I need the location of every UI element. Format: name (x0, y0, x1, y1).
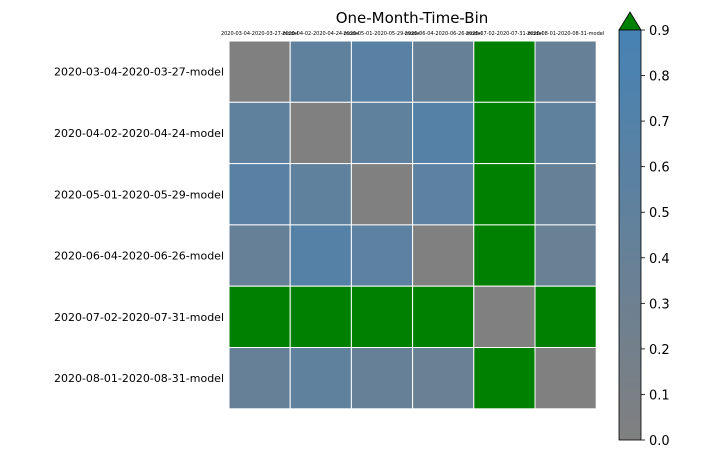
colorbar-ticks: 0.0 0.1 0.2 0.3 0.4 0.5 0.6 0.7 0.8 0.9 (641, 24, 670, 449)
heatmap-cell (473, 224, 536, 287)
heatmap-cell (412, 101, 475, 165)
chart-title: One-Month-Time-Bin (336, 9, 489, 27)
heatmap-cell (350, 224, 414, 287)
y-tick-labels: 2020-03-04-2020-03-27-model 2020-04-02-20… (54, 66, 224, 385)
heatmap-cell (473, 347, 536, 410)
y-tick-label: 2020-06-04-2020-06-26-model (54, 250, 224, 263)
heatmap-cell (289, 347, 352, 410)
heatmap-cell (534, 224, 597, 287)
colorbar-tick-label: 0.2 (649, 343, 670, 358)
heatmap-cell (289, 163, 352, 226)
heatmap-cell (412, 347, 475, 410)
colorbar-tick-label: 0.7 (649, 115, 670, 130)
heatmap-cell (473, 101, 536, 165)
x-tick-labels: 2020-03-04-2020-03-27-model2020-04-02-20… (221, 31, 604, 37)
colorbar-tick-label: 0.1 (649, 388, 670, 403)
heatmap-cells (228, 40, 597, 410)
heatmap-cell (289, 40, 352, 103)
heatmap-cell (534, 40, 597, 103)
heatmap-cell (228, 285, 291, 349)
x-tick-label: 2020-04-02-2020-04-24-model (282, 31, 359, 37)
heatmap-cell (412, 163, 475, 226)
heatmap-cell (350, 163, 414, 226)
colorbar-tick-label: 0.6 (649, 161, 670, 176)
heatmap-cell (534, 285, 597, 349)
y-tick-label: 2020-07-02-2020-07-31-model (54, 311, 224, 324)
heatmap-cell (350, 101, 414, 165)
heatmap-cell (534, 101, 597, 165)
heatmap-cell (473, 285, 536, 349)
heatmap-cell (350, 285, 414, 349)
heatmap-cell (289, 224, 352, 287)
y-tick-label: 2020-03-04-2020-03-27-model (54, 66, 224, 79)
colorbar: 0.0 0.1 0.2 0.3 0.4 0.5 0.6 0.7 0.8 0.9 (618, 11, 670, 449)
heatmap-cell (289, 101, 352, 165)
x-tick-label: 2020-03-04-2020-03-27-model (221, 31, 298, 37)
x-tick-label: 2020-08-01-2020-08-31-model (527, 31, 604, 37)
heatmap-cell (473, 40, 536, 103)
x-tick-label: 2020-06-04-2020-06-26-model (405, 31, 482, 37)
x-tick-label: 2020-07-02-2020-07-31-model (466, 31, 543, 37)
y-tick-label: 2020-04-02-2020-04-24-model (54, 127, 224, 140)
heatmap-cell (228, 101, 291, 165)
heatmap-cell (412, 40, 475, 103)
heatmap-cell (228, 40, 291, 103)
heatmap-cell (228, 224, 291, 287)
x-tick-label: 2020-05-01-2020-05-29-model (343, 31, 420, 37)
y-tick-label: 2020-05-01-2020-05-29-model (54, 188, 224, 201)
heatmap-cell (228, 347, 291, 410)
colorbar-tick-label: 0.4 (649, 252, 670, 267)
heatmap-cell (350, 347, 414, 410)
heatmap-cell (289, 285, 352, 349)
heatmap-cell (350, 40, 414, 103)
colorbar-gradient (618, 29, 642, 441)
colorbar-tick-label: 0.3 (649, 297, 670, 312)
y-tick-label: 2020-08-01-2020-08-31-model (54, 372, 224, 385)
heatmap-cell (473, 163, 536, 226)
heatmap-cell (534, 347, 597, 410)
heatmap-cell (412, 285, 475, 349)
colorbar-tick-label: 0.5 (649, 206, 670, 221)
heatmap-cell (412, 224, 475, 287)
colorbar-tick-label: 0.0 (649, 434, 670, 449)
colorbar-tick-label: 0.8 (649, 70, 670, 85)
heatmap-cell (228, 163, 291, 226)
heatmap-cell (534, 163, 597, 226)
colorbar-tick-label: 0.9 (649, 24, 670, 39)
colorbar-extend-triangle (618, 11, 642, 31)
